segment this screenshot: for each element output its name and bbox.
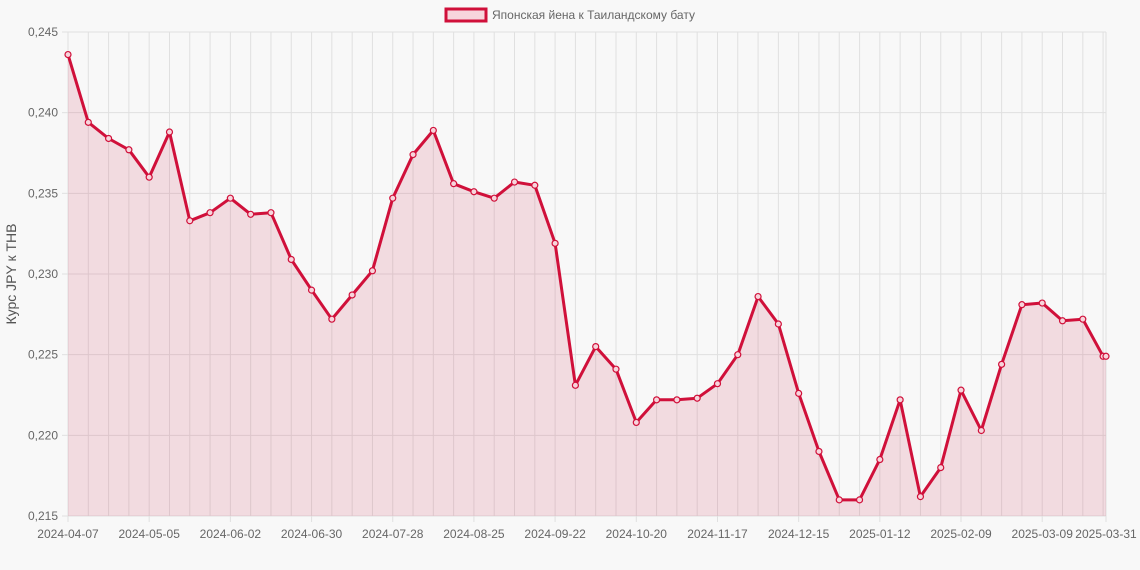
- data-point[interactable]: [531, 181, 539, 189]
- data-point[interactable]: [470, 188, 478, 196]
- data-point[interactable]: [368, 267, 377, 275]
- data-point[interactable]: [815, 447, 823, 456]
- x-tick-label: 2024-06-30: [281, 527, 343, 541]
- data-point[interactable]: [64, 50, 72, 59]
- x-tick-label: 2025-03-09: [1012, 527, 1074, 541]
- data-point[interactable]: [186, 217, 194, 225]
- data-point[interactable]: [693, 394, 701, 402]
- y-tick-label: 0,235: [28, 186, 58, 200]
- x-tick-label: 2024-06-02: [200, 527, 262, 541]
- x-tick-label: 2024-05-05: [118, 527, 180, 541]
- data-point[interactable]: [409, 151, 417, 159]
- data-point[interactable]: [713, 380, 722, 388]
- data-point[interactable]: [876, 455, 884, 464]
- y-tick-label: 0,215: [28, 509, 58, 523]
- data-point[interactable]: [226, 194, 234, 202]
- data-point[interactable]: [977, 426, 985, 435]
- points-layer: [64, 50, 1110, 504]
- data-point[interactable]: [957, 386, 965, 394]
- data-point[interactable]: [1079, 315, 1087, 323]
- y-tick-label: 0,245: [28, 25, 58, 39]
- y-axis-title: Курс JPY к THB: [3, 223, 19, 324]
- data-point[interactable]: [592, 343, 600, 351]
- x-axis-ticks: 2024-04-07 2024-05-05 2024-06-02 2024-06-30…: [37, 527, 1137, 541]
- data-point[interactable]: [774, 320, 782, 328]
- y-tick-label: 0,225: [28, 348, 58, 362]
- data-point[interactable]: [267, 209, 275, 217]
- area-layer: [68, 54, 1106, 516]
- data-point[interactable]: [328, 315, 336, 323]
- y-tick-label: 0,230: [28, 267, 58, 281]
- legend-label[interactable]: Японская йена к Таиландскому бату: [492, 8, 695, 22]
- data-point[interactable]: [490, 194, 498, 202]
- x-tick-label: 2024-08-25: [443, 527, 505, 541]
- grid: [62, 31, 1107, 522]
- data-point[interactable]: [795, 389, 803, 397]
- legend[interactable]: Японская йена к Таиландскому бату: [444, 7, 695, 23]
- data-point[interactable]: [165, 128, 174, 136]
- data-point[interactable]: [145, 173, 153, 181]
- data-point[interactable]: [389, 194, 397, 202]
- y-axis-ticks: 0,245 0,240 0,235 0,230 0,225 0,220 0,215: [28, 25, 58, 523]
- data-point[interactable]: [1038, 299, 1046, 307]
- x-tick-label: 2024-07-28: [362, 527, 424, 541]
- data-point[interactable]: [206, 209, 214, 217]
- y-tick-label: 0,220: [28, 428, 58, 442]
- data-point[interactable]: [998, 360, 1006, 368]
- data-point[interactable]: [104, 134, 113, 143]
- data-point[interactable]: [1102, 352, 1110, 360]
- x-tick-label: 2025-01-12: [849, 527, 911, 541]
- data-point[interactable]: [673, 396, 681, 404]
- data-point[interactable]: [551, 239, 559, 247]
- data-point[interactable]: [754, 292, 762, 301]
- x-tick-label: 2024-12-15: [768, 527, 830, 541]
- data-point[interactable]: [571, 381, 580, 389]
- data-point[interactable]: [247, 210, 255, 218]
- data-point[interactable]: [307, 286, 316, 294]
- data-point[interactable]: [125, 146, 133, 154]
- data-point[interactable]: [450, 180, 458, 188]
- data-point[interactable]: [916, 493, 925, 501]
- data-point[interactable]: [835, 496, 843, 504]
- x-tick-label: 2024-11-17: [687, 527, 748, 541]
- data-point[interactable]: [937, 464, 945, 472]
- data-point[interactable]: [855, 496, 864, 504]
- x-tick-label: 2025-02-09: [930, 527, 992, 541]
- series-area: [68, 54, 1106, 516]
- data-point[interactable]: [510, 178, 519, 186]
- data-point[interactable]: [632, 418, 640, 427]
- x-tick-label: 2025-03-31: [1075, 527, 1137, 541]
- legend-swatch[interactable]: [444, 7, 488, 23]
- data-point[interactable]: [429, 126, 437, 135]
- data-point[interactable]: [1058, 317, 1067, 325]
- data-point[interactable]: [652, 396, 661, 404]
- data-point[interactable]: [734, 351, 742, 359]
- y-tick-label: 0,240: [28, 106, 58, 120]
- data-point[interactable]: [1018, 301, 1026, 309]
- data-point[interactable]: [348, 291, 356, 299]
- data-point[interactable]: [612, 365, 620, 373]
- x-tick-label: 2024-09-22: [524, 527, 586, 541]
- data-point[interactable]: [287, 255, 295, 264]
- data-point[interactable]: [896, 396, 904, 404]
- data-point[interactable]: [84, 118, 92, 126]
- x-tick-label: 2024-04-07: [37, 527, 99, 541]
- x-tick-label: 2024-10-20: [606, 527, 668, 541]
